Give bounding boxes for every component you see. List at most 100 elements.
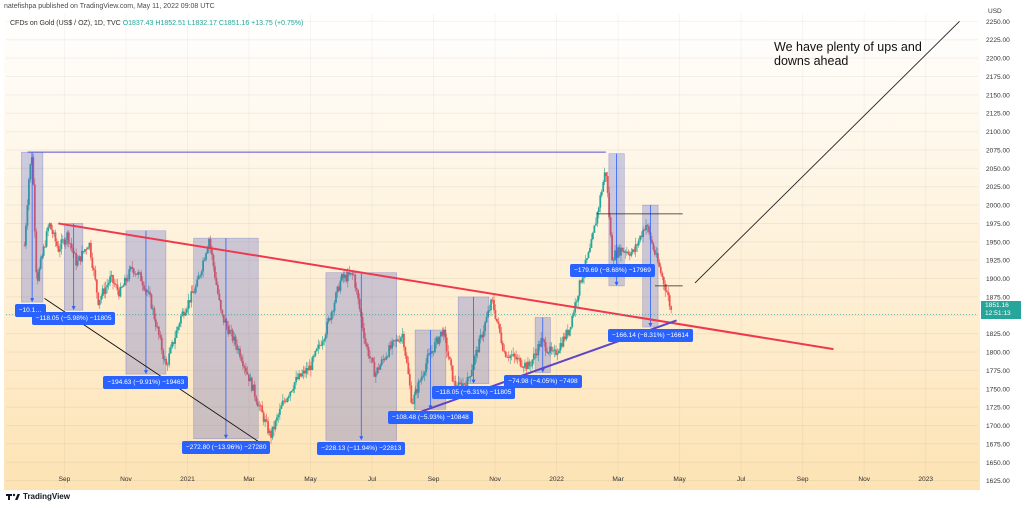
candle-body bbox=[467, 377, 470, 378]
candle-body bbox=[609, 217, 612, 236]
candle-body bbox=[332, 311, 334, 313]
candle-body bbox=[265, 419, 268, 422]
candle-body bbox=[363, 327, 365, 339]
candle-body bbox=[348, 272, 351, 275]
candle-body bbox=[284, 401, 287, 402]
candle-body bbox=[622, 251, 625, 253]
candle-body bbox=[67, 232, 70, 244]
candle-body bbox=[36, 272, 39, 281]
candle-body bbox=[506, 356, 509, 358]
candle-body bbox=[109, 276, 111, 283]
currency-label: USD bbox=[988, 8, 1002, 15]
x-tick-label: Sep bbox=[797, 476, 809, 483]
candle-body bbox=[556, 353, 559, 355]
candle-body bbox=[45, 231, 48, 247]
candle-body bbox=[436, 337, 439, 344]
candle-body bbox=[212, 254, 215, 267]
descending-trendline-line bbox=[58, 222, 834, 351]
candle-body bbox=[426, 354, 429, 364]
candle-body bbox=[225, 320, 228, 327]
candle-body bbox=[600, 191, 603, 196]
candle-body bbox=[118, 290, 120, 297]
candle-body bbox=[203, 259, 206, 261]
y-tick-label: 2075.00 bbox=[986, 147, 1010, 154]
x-tick-label: May bbox=[673, 476, 686, 483]
candle-body bbox=[276, 417, 278, 421]
candle-body bbox=[56, 241, 58, 246]
candle-body bbox=[292, 389, 295, 391]
candle-body bbox=[159, 335, 162, 338]
candle-body bbox=[527, 361, 529, 370]
candle-body bbox=[568, 329, 571, 336]
candle-body bbox=[550, 346, 553, 351]
candle-body bbox=[531, 359, 534, 366]
y-tick-label: 2200.00 bbox=[986, 56, 1010, 63]
candle-body bbox=[75, 253, 78, 266]
candle-body bbox=[397, 339, 399, 341]
candle-body bbox=[194, 286, 197, 293]
candle-body bbox=[140, 272, 142, 282]
candle-body bbox=[122, 285, 125, 288]
candle-body bbox=[298, 373, 300, 380]
candle-body bbox=[413, 394, 416, 404]
candle-body bbox=[137, 272, 140, 275]
y-tick-label: 2225.00 bbox=[986, 37, 1010, 44]
y-tick-label: 2000.00 bbox=[986, 203, 1010, 210]
candle-body bbox=[177, 326, 179, 331]
candle-body bbox=[29, 164, 32, 180]
candle-body bbox=[605, 172, 608, 177]
candle-body bbox=[125, 277, 128, 281]
candle-body bbox=[566, 330, 569, 336]
candle-body bbox=[394, 340, 396, 342]
candle-body bbox=[438, 336, 441, 344]
candle-body bbox=[602, 182, 605, 192]
candle-body bbox=[565, 330, 568, 340]
candle-body bbox=[42, 246, 45, 256]
candle-body bbox=[35, 231, 38, 273]
candle-body bbox=[205, 253, 207, 260]
candle-body bbox=[479, 334, 482, 339]
candle-body bbox=[64, 240, 67, 245]
candle-body bbox=[231, 330, 234, 341]
candle-body bbox=[364, 338, 367, 344]
candle-body bbox=[361, 316, 364, 328]
candle-body bbox=[351, 273, 354, 275]
candle-body bbox=[115, 284, 117, 286]
candle-body bbox=[509, 355, 512, 358]
candle-body bbox=[144, 289, 147, 291]
candle-body bbox=[309, 365, 312, 371]
candle-body bbox=[253, 384, 256, 397]
candle-body bbox=[242, 361, 244, 367]
candle-body bbox=[578, 280, 581, 296]
candle-body bbox=[112, 275, 114, 284]
candle-body bbox=[101, 288, 104, 296]
candle-body bbox=[425, 363, 427, 373]
candle-body bbox=[339, 280, 342, 291]
candle-body bbox=[442, 329, 445, 336]
y-tick-label: 1925.00 bbox=[986, 258, 1010, 265]
candle-body bbox=[466, 377, 469, 388]
candle-body bbox=[311, 357, 314, 371]
candle-body bbox=[287, 396, 290, 399]
footer-brand: TradingView bbox=[23, 492, 70, 501]
candle-body bbox=[646, 225, 649, 227]
candle-body bbox=[233, 336, 236, 341]
y-tick-label: 1950.00 bbox=[986, 239, 1010, 246]
candle-body bbox=[230, 329, 233, 331]
candle-body bbox=[262, 412, 265, 422]
candle-body bbox=[423, 372, 426, 376]
x-tick-label: Mar bbox=[612, 476, 624, 483]
candle-body bbox=[469, 376, 472, 378]
candle-body bbox=[134, 273, 137, 275]
candle-body bbox=[180, 315, 182, 324]
candle-body bbox=[593, 225, 596, 233]
candle-body bbox=[315, 348, 318, 351]
y-tick-label: 1675.00 bbox=[986, 441, 1010, 448]
candle-body bbox=[84, 249, 86, 252]
candle-body bbox=[79, 256, 82, 262]
candle-body bbox=[652, 243, 655, 250]
candle-body bbox=[268, 430, 271, 434]
candle-body bbox=[98, 299, 101, 305]
y-tick-label: 2100.00 bbox=[986, 129, 1010, 136]
candle-body bbox=[146, 290, 148, 293]
